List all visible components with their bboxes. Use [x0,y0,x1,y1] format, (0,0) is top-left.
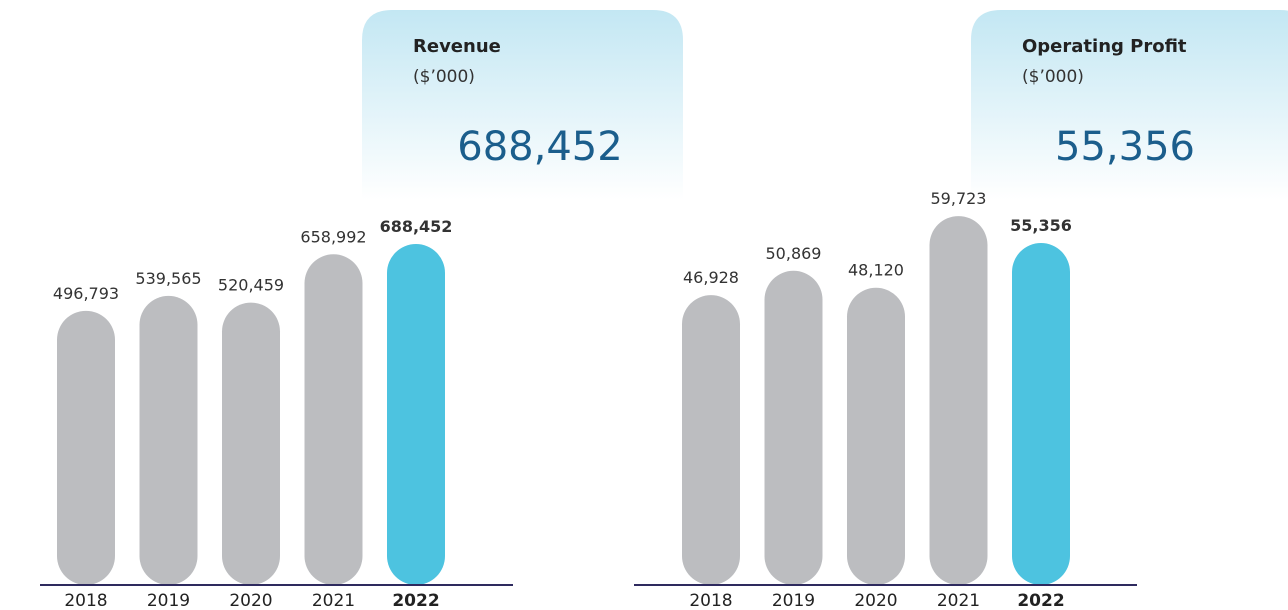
bar [764,270,823,585]
bar [847,287,905,585]
x-tick-label: 2018 [689,591,732,610]
callout-title: Revenue [413,36,501,57]
x-tick-label: 2021 [312,591,355,610]
bar [1012,243,1070,585]
x-tick-label: 2018 [64,591,107,610]
value-label: 658,992 [300,227,366,246]
x-tick-label: 2022 [392,591,439,610]
value-label: 496,793 [53,284,119,303]
value-label: 48,120 [848,261,904,280]
x-tick-label: 2020 [854,591,897,610]
value-label: 688,452 [380,217,453,236]
value-label: 46,928 [683,268,739,287]
bar [929,216,988,585]
callout-title: Operating Profit [1022,36,1187,57]
value-label: 55,356 [1010,216,1072,235]
callout-value: 55,356 [1055,124,1195,170]
x-tick-label: 2022 [1017,591,1064,610]
bar [387,244,445,586]
bar [57,310,115,585]
bar [682,295,740,585]
x-tick-label: 2019 [147,591,190,610]
bar [222,302,280,585]
callout-subtitle: ($’000) [413,67,475,87]
callout-box [971,10,1288,200]
callout-box [362,10,683,200]
value-label: 59,723 [931,189,987,208]
callout-value: 688,452 [457,124,622,170]
x-tick-label: 2020 [229,591,272,610]
x-tick-label: 2019 [772,591,815,610]
x-tick-label: 2021 [937,591,980,610]
value-label: 520,459 [218,276,284,295]
value-label: 50,869 [766,244,822,263]
bar [139,295,198,585]
value-label: 539,565 [135,269,201,288]
callout-subtitle: ($’000) [1022,67,1084,87]
bar [304,254,363,586]
